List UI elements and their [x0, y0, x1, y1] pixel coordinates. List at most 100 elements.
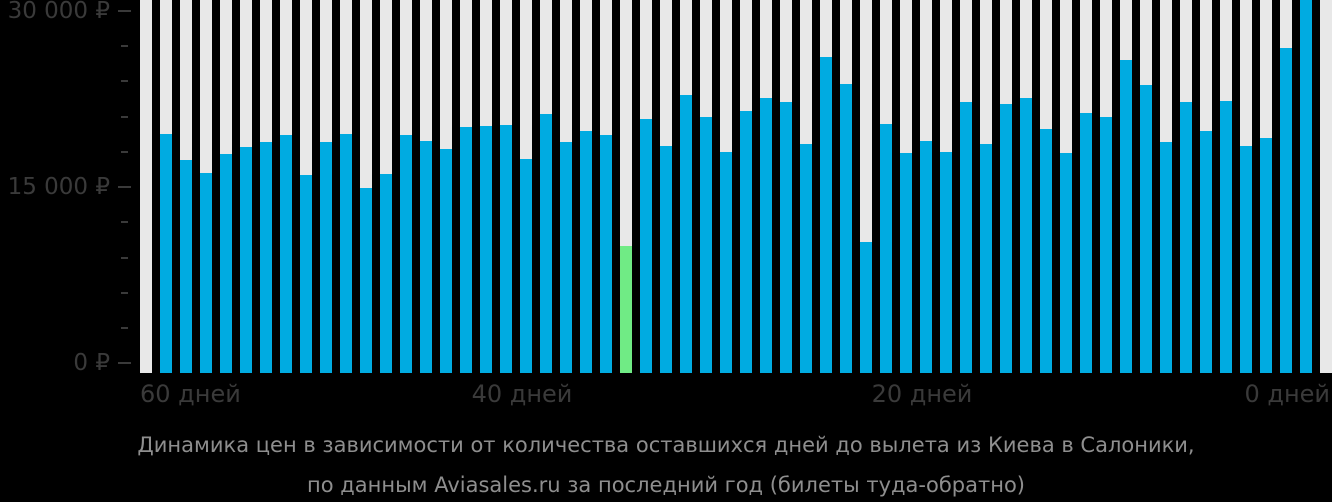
bar-fill	[340, 134, 352, 373]
bar[interactable]	[1000, 0, 1012, 373]
bar[interactable]	[920, 0, 932, 373]
bar[interactable]	[820, 0, 832, 373]
bar[interactable]	[640, 0, 652, 373]
bar-fill	[580, 130, 592, 373]
y-axis-minor-tick	[121, 327, 128, 329]
bar-fill	[560, 142, 572, 373]
bar[interactable]	[1280, 0, 1292, 373]
bar-fill	[1000, 103, 1012, 373]
bar-fill	[1180, 102, 1192, 373]
bar[interactable]	[1140, 0, 1152, 373]
bar[interactable]	[600, 0, 612, 373]
bar[interactable]	[1240, 0, 1252, 373]
bar-fill	[820, 56, 832, 373]
bar[interactable]	[360, 0, 372, 373]
bar[interactable]	[1220, 0, 1232, 373]
bar[interactable]	[860, 0, 872, 373]
bar-fill	[1160, 142, 1172, 373]
bar-fill	[400, 135, 412, 373]
bar-fill	[720, 151, 732, 373]
bar-fill	[280, 135, 292, 373]
y-axis-minor-tick	[121, 115, 128, 118]
bar[interactable]	[1040, 0, 1052, 373]
bar[interactable]	[540, 0, 552, 373]
bar-fill	[180, 160, 192, 373]
bar-fill	[780, 102, 792, 373]
caption-title: Динамика цен в зависимости от количества…	[137, 433, 1195, 457]
x-axis-label: 0 дней	[1244, 380, 1330, 408]
bar-fill	[540, 114, 552, 373]
bar[interactable]	[240, 0, 252, 373]
bar[interactable]	[220, 0, 232, 373]
bar[interactable]	[460, 0, 472, 373]
bar-fill	[300, 175, 312, 373]
bar[interactable]	[340, 0, 352, 373]
bar[interactable]	[420, 0, 432, 373]
bar-empty[interactable]	[140, 0, 152, 373]
bar[interactable]	[1080, 0, 1092, 373]
bar-fill	[1020, 97, 1032, 373]
y-axis-major-tick	[118, 9, 131, 12]
bar[interactable]	[680, 0, 692, 373]
bar-min-price[interactable]	[620, 0, 632, 373]
bar[interactable]	[840, 0, 852, 373]
bar-fill	[880, 123, 892, 373]
y-axis-label: 0 ₽	[73, 350, 110, 377]
bar-fill	[1120, 60, 1132, 373]
bar[interactable]	[300, 0, 312, 373]
bar[interactable]	[720, 0, 732, 373]
bar-fill	[1300, 0, 1312, 373]
bar[interactable]	[1300, 0, 1312, 373]
bar[interactable]	[380, 0, 392, 373]
y-axis-minor-tick	[121, 150, 128, 153]
bar[interactable]	[500, 0, 512, 373]
bar[interactable]	[1060, 0, 1072, 373]
bar[interactable]	[180, 0, 192, 373]
bar[interactable]	[200, 0, 212, 373]
bar[interactable]	[800, 0, 812, 373]
bar[interactable]	[580, 0, 592, 373]
bar[interactable]	[1260, 0, 1272, 373]
bar-fill	[1140, 84, 1152, 373]
bar[interactable]	[1100, 0, 1112, 373]
bar[interactable]	[1200, 0, 1212, 373]
bar[interactable]	[1020, 0, 1032, 373]
bar[interactable]	[480, 0, 492, 373]
bar[interactable]	[320, 0, 332, 373]
bar-fill	[1240, 145, 1252, 373]
bar[interactable]	[880, 0, 892, 373]
bar[interactable]	[1120, 0, 1132, 373]
bar[interactable]	[960, 0, 972, 373]
bar[interactable]	[440, 0, 452, 373]
bar[interactable]	[760, 0, 772, 373]
bar[interactable]	[980, 0, 992, 373]
bar[interactable]	[660, 0, 672, 373]
bar-fill	[260, 142, 272, 373]
bar[interactable]	[160, 0, 172, 373]
bar[interactable]	[1160, 0, 1172, 373]
bar-fill	[700, 116, 712, 373]
bar-empty[interactable]	[1320, 0, 1332, 373]
bar-fill	[460, 127, 472, 373]
y-axis-minor-tick	[121, 80, 128, 83]
y-axis-major-tick	[118, 362, 131, 365]
bar[interactable]	[780, 0, 792, 373]
bar[interactable]	[1180, 0, 1192, 373]
bar[interactable]	[400, 0, 412, 373]
bar[interactable]	[520, 0, 532, 373]
y-axis-label: 15 000 ₽	[7, 174, 110, 200]
bar[interactable]	[900, 0, 912, 373]
bar[interactable]	[560, 0, 572, 373]
bar-fill	[960, 102, 972, 373]
bar[interactable]	[260, 0, 272, 373]
bar[interactable]	[280, 0, 292, 373]
bar[interactable]	[700, 0, 712, 373]
bar-fill	[480, 125, 492, 373]
bar-fill	[740, 110, 752, 373]
y-axis-minor-tick	[121, 291, 128, 294]
bar-track	[1320, 0, 1332, 373]
bar-fill	[600, 135, 612, 373]
bar[interactable]	[940, 0, 952, 373]
bar[interactable]	[740, 0, 752, 373]
y-axis-minor-tick	[121, 256, 128, 259]
